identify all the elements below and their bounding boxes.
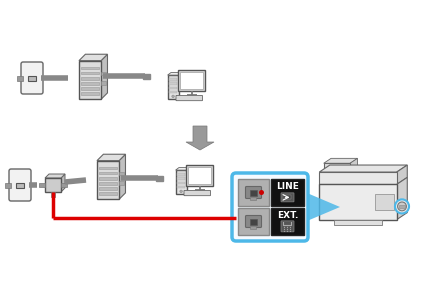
FancyBboxPatch shape — [21, 62, 43, 94]
Bar — [180, 72, 203, 89]
Bar — [178, 70, 205, 91]
Bar — [79, 61, 101, 99]
Circle shape — [180, 190, 182, 193]
Polygon shape — [307, 193, 340, 221]
Polygon shape — [319, 165, 407, 172]
FancyBboxPatch shape — [238, 179, 269, 206]
FancyBboxPatch shape — [232, 173, 308, 241]
Polygon shape — [79, 54, 108, 61]
Bar — [99, 192, 117, 195]
Polygon shape — [97, 154, 125, 161]
Bar — [99, 167, 117, 170]
Bar — [177, 173, 185, 176]
Bar — [324, 163, 350, 174]
Bar — [81, 72, 99, 74]
FancyBboxPatch shape — [9, 169, 31, 201]
Polygon shape — [397, 177, 407, 220]
FancyBboxPatch shape — [246, 187, 261, 199]
Circle shape — [284, 229, 285, 230]
Polygon shape — [61, 174, 65, 192]
Circle shape — [287, 229, 288, 230]
Bar — [81, 92, 99, 95]
FancyBboxPatch shape — [271, 179, 304, 206]
Bar — [250, 190, 257, 196]
Bar — [99, 182, 117, 184]
Bar — [169, 82, 177, 85]
Bar — [143, 74, 150, 79]
Bar — [334, 220, 382, 225]
Circle shape — [287, 231, 288, 232]
Polygon shape — [119, 154, 125, 199]
Bar — [169, 91, 177, 93]
Bar — [39, 183, 45, 187]
Bar — [167, 75, 178, 99]
FancyBboxPatch shape — [176, 95, 202, 101]
Circle shape — [287, 227, 288, 228]
Bar — [177, 177, 185, 180]
Bar — [169, 78, 177, 81]
Bar — [186, 165, 213, 186]
Circle shape — [290, 227, 291, 228]
Bar — [99, 188, 117, 190]
Circle shape — [259, 190, 264, 195]
Bar — [169, 87, 177, 89]
Text: EXT.: EXT. — [277, 211, 298, 220]
Polygon shape — [45, 174, 65, 178]
FancyBboxPatch shape — [271, 208, 304, 235]
Bar — [319, 172, 397, 184]
FancyBboxPatch shape — [246, 215, 261, 227]
Bar — [101, 72, 106, 75]
Bar — [176, 170, 187, 194]
Polygon shape — [167, 73, 182, 75]
Polygon shape — [397, 165, 407, 184]
Bar — [156, 176, 163, 181]
Text: LINE: LINE — [276, 182, 299, 191]
Polygon shape — [176, 167, 190, 170]
Bar — [81, 87, 99, 90]
Bar — [283, 195, 292, 200]
FancyBboxPatch shape — [238, 208, 269, 235]
Bar — [119, 181, 124, 184]
FancyBboxPatch shape — [281, 221, 294, 232]
Bar — [17, 76, 23, 80]
Bar — [188, 167, 211, 184]
Bar — [81, 77, 99, 80]
Circle shape — [395, 200, 409, 213]
Polygon shape — [324, 158, 357, 163]
Bar — [61, 183, 67, 187]
Circle shape — [290, 229, 291, 230]
Bar — [177, 182, 185, 184]
FancyBboxPatch shape — [16, 182, 24, 188]
Bar — [97, 161, 119, 199]
Bar — [81, 67, 99, 69]
Bar — [99, 172, 117, 175]
Circle shape — [284, 231, 285, 232]
Bar — [101, 81, 106, 85]
Bar — [319, 184, 397, 220]
FancyBboxPatch shape — [184, 190, 210, 196]
FancyBboxPatch shape — [281, 193, 294, 202]
Circle shape — [398, 202, 406, 211]
Bar — [119, 172, 124, 176]
Bar — [400, 205, 405, 208]
Polygon shape — [186, 126, 214, 150]
Bar — [99, 177, 117, 179]
Bar — [45, 178, 61, 192]
Polygon shape — [350, 158, 357, 174]
Bar — [51, 192, 55, 197]
Bar — [81, 82, 99, 85]
Circle shape — [284, 227, 285, 228]
Bar — [375, 194, 394, 210]
Circle shape — [290, 231, 291, 232]
Bar — [250, 196, 257, 200]
FancyBboxPatch shape — [28, 76, 36, 80]
Bar — [250, 218, 257, 224]
Bar — [250, 226, 257, 229]
Circle shape — [172, 95, 174, 98]
Bar — [177, 186, 185, 188]
Polygon shape — [101, 54, 108, 99]
Bar — [5, 182, 11, 188]
